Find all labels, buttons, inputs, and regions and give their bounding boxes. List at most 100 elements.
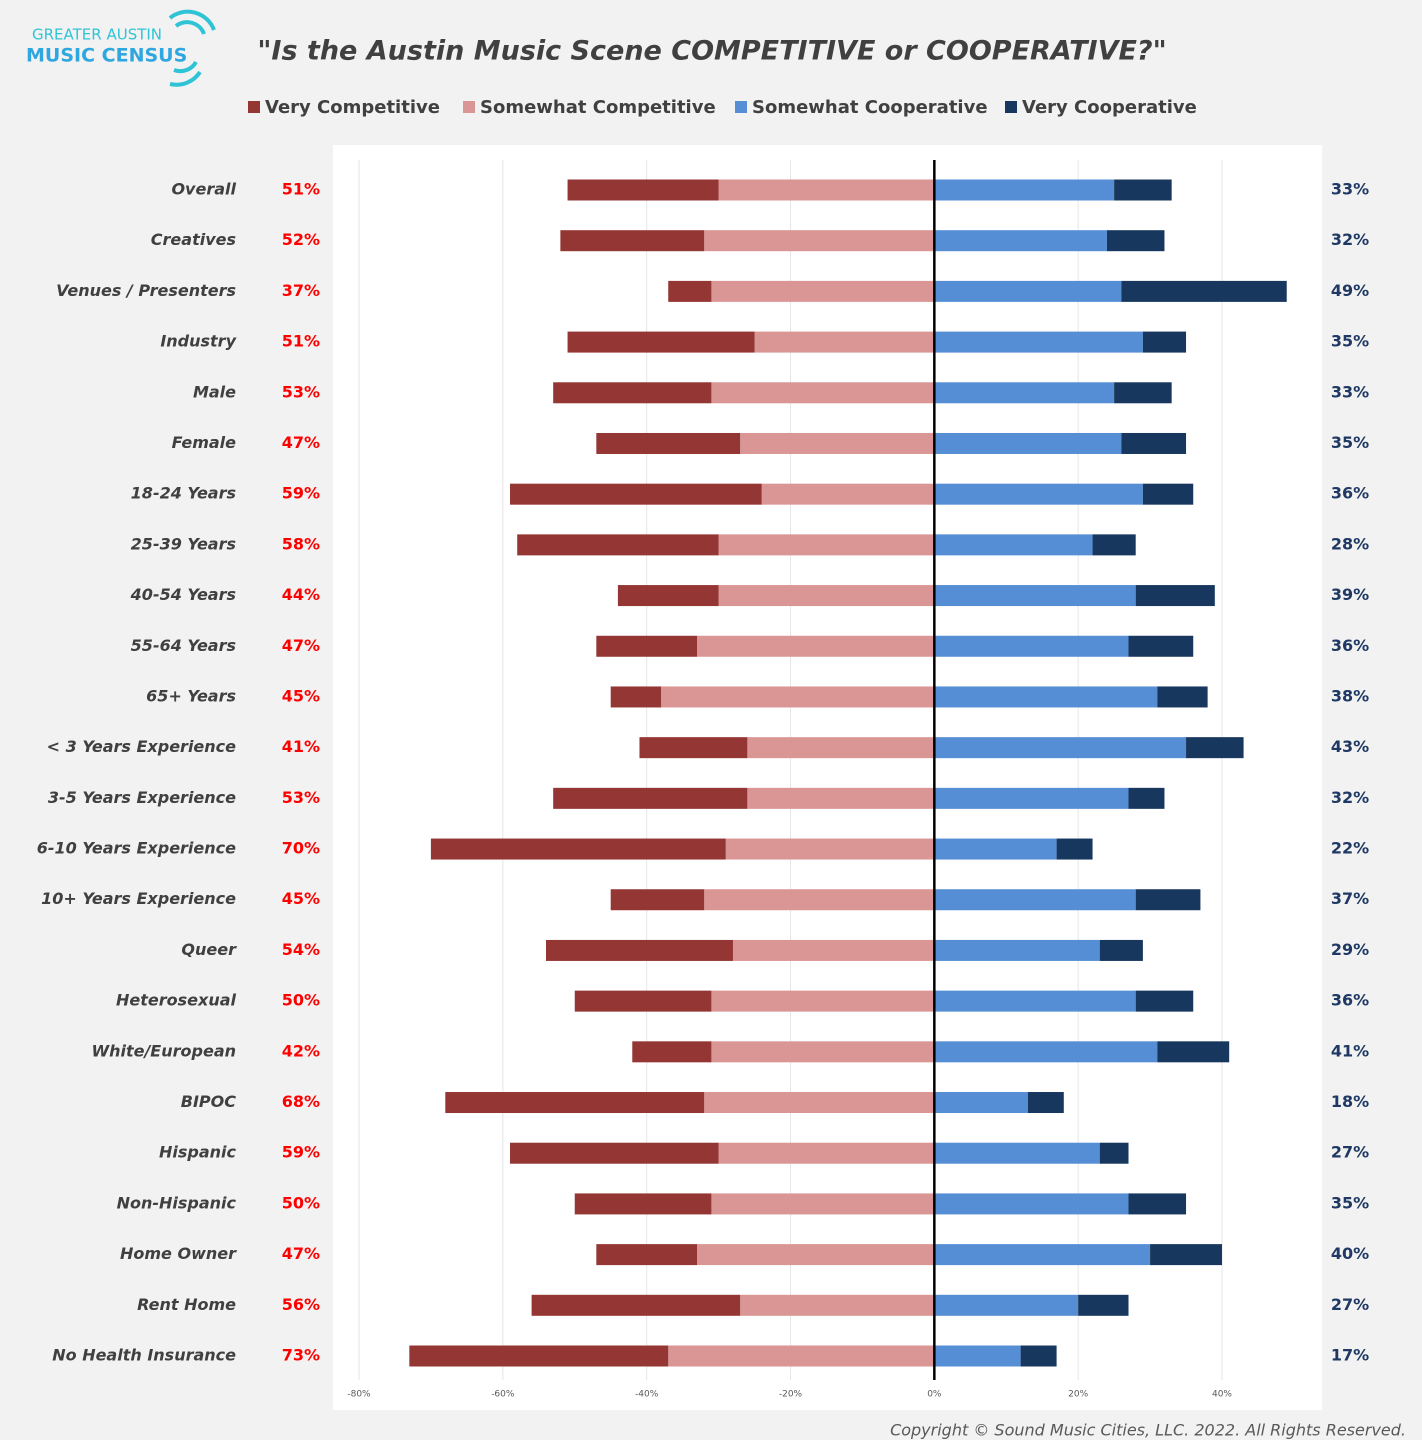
bar-segment [1099, 939, 1143, 961]
bar-segment [668, 1345, 935, 1367]
cooperative-total: 29% [1331, 940, 1369, 959]
bar-segment [740, 432, 935, 454]
bar-segment [704, 889, 935, 911]
competitive-total: 56% [282, 1295, 320, 1314]
cooperative-total: 35% [1331, 332, 1369, 351]
bar-segment [1157, 1041, 1230, 1063]
cooperative-total: 43% [1331, 737, 1369, 756]
competitive-total: 47% [282, 636, 320, 655]
category-label: < 3 Years Experience [47, 737, 236, 756]
competitive-total: 53% [282, 788, 320, 807]
bar-segment [934, 382, 1115, 404]
competitive-total: 59% [282, 1143, 320, 1162]
cooperative-total: 17% [1331, 1346, 1369, 1365]
category-label: Creatives [151, 230, 236, 249]
cooperative-total: 27% [1331, 1295, 1369, 1314]
category-label: White/European [91, 1041, 236, 1060]
competitive-total: 54% [282, 940, 320, 959]
bar-segment [934, 1193, 1129, 1215]
copyright: Copyright © Sound Music Cities, LLC. 202… [890, 1421, 1406, 1440]
bar-segment [1128, 1193, 1187, 1215]
bar-segment [1020, 1345, 1057, 1367]
cooperative-total: 22% [1331, 839, 1369, 858]
bar-segment [1114, 382, 1172, 404]
bar-segment [1142, 483, 1194, 505]
cooperative-total: 41% [1331, 1041, 1369, 1060]
bar-segment [732, 939, 935, 961]
cooperative-total: 33% [1331, 382, 1369, 401]
x-tick-label: 20% [1068, 1390, 1088, 1400]
competitive-total: 42% [282, 1041, 320, 1060]
competitive-total: 59% [282, 484, 320, 503]
bar-segment [574, 990, 712, 1012]
bar-segment [596, 635, 698, 657]
category-label: Industry [160, 332, 236, 351]
bar-segment [718, 1142, 935, 1164]
competitive-total: 47% [282, 1244, 320, 1263]
cooperative-total: 37% [1331, 889, 1369, 908]
cooperative-total: 36% [1331, 484, 1369, 503]
legend-label: Very Cooperative [1022, 97, 1197, 118]
legend-swatch [463, 101, 475, 113]
category-label: Rent Home [137, 1295, 236, 1314]
bar-segment [934, 179, 1115, 201]
category-label: BIPOC [181, 1092, 236, 1111]
cooperative-total: 32% [1331, 230, 1369, 249]
category-label: Male [193, 382, 236, 401]
category-label: 18-24 Years [131, 484, 236, 503]
bar-segment [1027, 1092, 1064, 1114]
bar-segment [747, 787, 935, 809]
bar-segment [934, 432, 1122, 454]
bar-segment [934, 1041, 1158, 1063]
bar-segment [704, 230, 935, 252]
bar-segment [639, 737, 748, 759]
logo-line2: MUSIC CENSUS [26, 45, 187, 67]
bar-segment [934, 787, 1129, 809]
bar-segment [409, 1345, 669, 1367]
bar-segment [934, 1244, 1151, 1266]
bar-segment [661, 686, 935, 708]
bar-segment [610, 686, 662, 708]
bar-segment [1078, 1294, 1129, 1316]
bar-segment [1142, 331, 1187, 353]
cooperative-total: 18% [1331, 1092, 1369, 1111]
bar-segment [934, 483, 1143, 505]
competitive-total: 53% [282, 382, 320, 401]
bar-segment [718, 534, 935, 556]
category-label: 55-64 Years [131, 636, 236, 655]
bar-segment [1121, 280, 1287, 302]
bar-segment [725, 838, 935, 860]
bar-segment [1135, 585, 1215, 607]
cooperative-total: 39% [1331, 585, 1369, 604]
bar-segment [1186, 737, 1244, 759]
bar-segment [934, 331, 1143, 353]
x-tick-label: -60% [491, 1390, 515, 1400]
legend-label: Somewhat Competitive [480, 97, 716, 118]
bar-segment [711, 1193, 935, 1215]
bar-segment [632, 1041, 712, 1063]
bar-segment [517, 534, 719, 556]
bar-segment [531, 1294, 741, 1316]
category-label: Non-Hispanic [117, 1193, 237, 1212]
competitive-total: 41% [282, 737, 320, 756]
category-label: 3-5 Years Experience [48, 788, 236, 807]
bar-segment [1128, 787, 1165, 809]
bar-segment [668, 280, 712, 302]
bar-segment [711, 990, 935, 1012]
bar-segment [934, 737, 1187, 759]
bar-segment [445, 1092, 705, 1114]
legend-swatch [248, 101, 260, 113]
bar-segment [1135, 990, 1194, 1012]
bar-segment [1121, 432, 1187, 454]
bar-segment [430, 838, 726, 860]
bar-segment [697, 1244, 935, 1266]
bar-segment [545, 939, 733, 961]
competitive-total: 73% [282, 1346, 320, 1365]
x-tick-label: 0% [927, 1390, 942, 1400]
cooperative-total: 49% [1331, 281, 1369, 300]
bar-segment [560, 230, 705, 252]
cooperative-total: 40% [1331, 1244, 1369, 1263]
bar-segment [1135, 889, 1201, 911]
bar-segment [697, 635, 935, 657]
